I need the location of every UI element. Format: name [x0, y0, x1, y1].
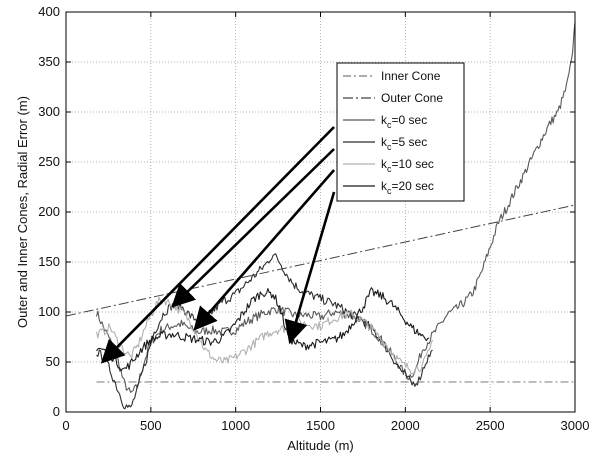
legend-box — [336, 62, 465, 202]
x-tick-label: 2000 — [391, 418, 420, 433]
y-tick-label: 350 — [38, 54, 60, 69]
legend-label: Outer Cone — [381, 91, 443, 105]
x-tick-label: 500 — [140, 418, 162, 433]
legend: Inner Cone Outer Cone kc=0 sec kc=5 sec kc=1… — [336, 62, 465, 202]
annotation-arrow-1 — [171, 148, 335, 308]
annotation-arrow-3 — [284, 191, 336, 345]
annotation-arrows — [100, 126, 336, 364]
y-tick-label: 300 — [38, 104, 60, 119]
annotation-arrow-2 — [193, 169, 336, 331]
x-tick-label: 3000 — [561, 418, 590, 433]
series-line-1 — [65, 204, 576, 317]
series-line-3 — [96, 253, 433, 410]
y-tick-label: 200 — [38, 204, 60, 219]
series-line-4 — [95, 296, 434, 375]
y-tick-label: 250 — [38, 154, 60, 169]
y-tick-label: 50 — [46, 354, 60, 369]
y-tick-label: 400 — [38, 4, 60, 19]
x-tick-label: 0 — [62, 418, 69, 433]
x-ticks: 0 500 1000 1500 2000 2500 3000 — [62, 12, 589, 433]
y-tick-label: 0 — [53, 404, 60, 419]
series-line-5 — [96, 287, 430, 372]
x-axis-label: Altitude (m) — [287, 438, 353, 453]
y-tick-label: 100 — [38, 304, 60, 319]
x-tick-label: 1500 — [306, 418, 335, 433]
legend-label: kc=10 sec — [381, 157, 434, 174]
legend-label: Inner Cone — [381, 69, 441, 83]
y-tick-label: 150 — [38, 254, 60, 269]
x-tick-label: 1000 — [221, 418, 250, 433]
annotation-arrow-0 — [100, 126, 335, 364]
legend-label: kc=20 sec — [381, 179, 434, 196]
legend-label: kc=0 sec — [381, 113, 427, 130]
x-tick-label: 2500 — [476, 418, 505, 433]
legend-items: Inner Cone Outer Cone kc=0 sec kc=5 sec kc=1… — [343, 69, 443, 196]
legend-label: kc=5 sec — [381, 135, 427, 152]
series-lines — [65, 21, 576, 410]
y-axis-label: Outer and Inner Cones, Radial Error (m) — [15, 96, 30, 328]
y-ticks: 0 50 100 150 200 250 300 350 400 — [38, 4, 575, 419]
